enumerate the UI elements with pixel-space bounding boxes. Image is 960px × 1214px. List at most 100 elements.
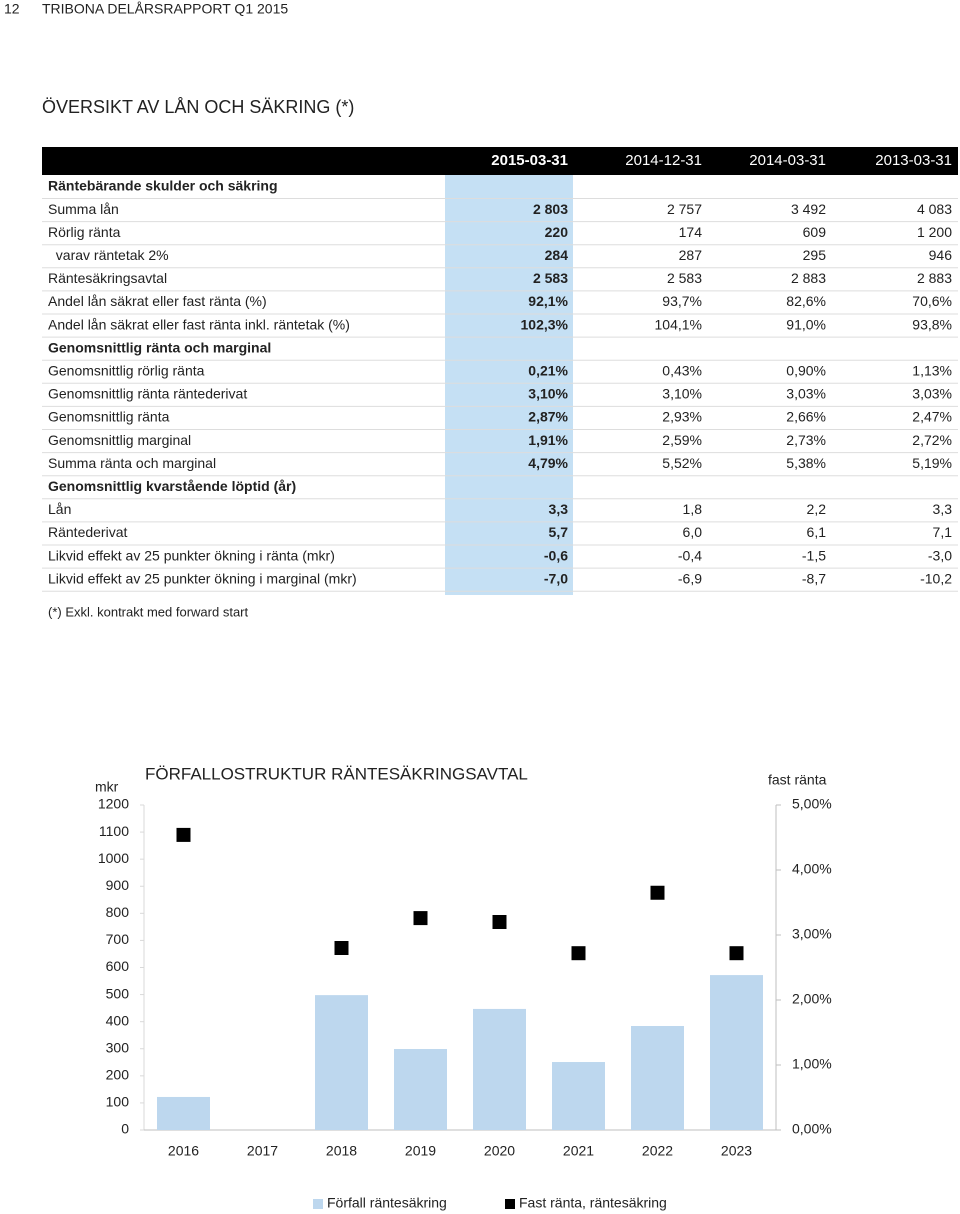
- row-label: Andel lån säkrat eller fast ränta (%): [48, 293, 267, 309]
- cell: 295: [803, 247, 827, 263]
- row-label: Likvid effekt av 25 punkter ökning i mar…: [48, 570, 357, 586]
- cell: 91,0%: [786, 316, 826, 332]
- x-tick-label: 2016: [168, 1143, 199, 1159]
- x-tick-label: 2022: [642, 1143, 673, 1159]
- cell: 7,1: [933, 524, 953, 540]
- y-tick-label: 800: [106, 904, 130, 920]
- cell: 2 883: [791, 270, 826, 286]
- cell: 0,90%: [786, 363, 826, 379]
- cell: -8,7: [802, 570, 826, 586]
- cell: 5,38%: [786, 455, 826, 471]
- cell: 1 200: [917, 224, 952, 240]
- cell: 2,59%: [662, 432, 702, 448]
- row-label: Rörlig ränta: [48, 224, 121, 240]
- y2-tick-label: 1,00%: [792, 1056, 832, 1072]
- cell: -0,4: [678, 547, 702, 563]
- bar: [473, 1008, 526, 1130]
- y-tick-label: 100: [106, 1094, 130, 1110]
- marker: [571, 946, 586, 961]
- cell: 0,21%: [528, 363, 568, 379]
- y-tick-label: 500: [106, 985, 130, 1001]
- cell: 5,7: [549, 524, 569, 540]
- row-label: Lån: [48, 501, 71, 517]
- row-label: Genomsnittlig ränta: [48, 409, 170, 425]
- row-label: varav räntetak 2%: [48, 247, 169, 263]
- row-label: Genomsnittlig rörlig ränta: [48, 363, 205, 379]
- column-header: 2015-03-31: [491, 152, 568, 169]
- row-label: Summa ränta och marginal: [48, 455, 216, 471]
- cell: 92,1%: [528, 293, 568, 309]
- running-title: TRIBONA DELÅRSRAPPORT Q1 2015: [42, 1, 288, 17]
- y-tick-label: 700: [106, 931, 130, 947]
- cell: 2,66%: [786, 409, 826, 425]
- cell: 3 492: [791, 201, 826, 217]
- cell: 3,03%: [786, 386, 826, 402]
- bar: [157, 1096, 210, 1130]
- table-header-bar: [42, 147, 958, 175]
- y-tick-label: 1100: [99, 823, 129, 839]
- cell: 2 583: [533, 270, 568, 286]
- cell: 4 083: [917, 201, 952, 217]
- bar: [631, 1026, 684, 1130]
- cell: 4,79%: [528, 455, 568, 471]
- cell: 2,72%: [912, 432, 952, 448]
- x-tick-label: 2018: [326, 1143, 357, 1159]
- cell: 284: [545, 247, 569, 263]
- y-tick-label: 1000: [98, 850, 129, 866]
- column-header: 2013-03-31: [875, 152, 952, 169]
- cell: 3,3: [933, 501, 953, 517]
- section-heading: Genomsnittlig ränta och marginal: [48, 339, 271, 355]
- y-tick-label: 300: [106, 1039, 130, 1055]
- footnote: (*) Exkl. kontrakt med forward start: [48, 604, 248, 619]
- cell: 2,73%: [786, 432, 826, 448]
- cell: 2,87%: [528, 409, 568, 425]
- bar: [315, 995, 368, 1130]
- row-label: Genomsnittlig ränta räntederivat: [48, 386, 247, 402]
- cell: 5,19%: [912, 455, 952, 471]
- row-label: Summa lån: [48, 201, 119, 217]
- cell: 1,91%: [528, 432, 568, 448]
- y2-tick-label: 3,00%: [792, 926, 832, 942]
- y2-tick-label: 5,00%: [792, 796, 832, 812]
- cell: 220: [545, 224, 569, 240]
- y2-tick-label: 2,00%: [792, 991, 832, 1007]
- cell: 946: [929, 247, 953, 263]
- x-tick-label: 2020: [484, 1143, 515, 1159]
- section-heading: Genomsnittlig kvarstående löptid (år): [48, 478, 296, 494]
- x-tick-label: 2017: [247, 1143, 278, 1159]
- cell: -3,0: [928, 547, 952, 563]
- cell: 70,6%: [912, 293, 952, 309]
- y-tick-label: 1200: [98, 796, 129, 812]
- cell: 6,1: [807, 524, 827, 540]
- row-label: Räntesäkringsavtal: [48, 270, 167, 286]
- y-tick-label: 400: [106, 1012, 130, 1028]
- cell: 102,3%: [521, 316, 569, 332]
- legend-label: Förfall räntesäkring: [327, 1195, 447, 1211]
- cell: -1,5: [802, 547, 826, 563]
- cell: 93,8%: [912, 316, 952, 332]
- row-label: Genomsnittlig marginal: [48, 432, 191, 448]
- bar: [394, 1049, 447, 1130]
- cell: 1,13%: [912, 363, 952, 379]
- cell: 3,10%: [528, 386, 568, 402]
- marker: [334, 941, 349, 955]
- x-tick-label: 2021: [563, 1143, 594, 1159]
- marker: [650, 885, 665, 900]
- column-header: 2014-03-31: [749, 152, 826, 169]
- cell: 82,6%: [786, 293, 826, 309]
- cell: 2,47%: [912, 409, 952, 425]
- cell: 6,0: [683, 524, 703, 540]
- bar: [710, 975, 763, 1130]
- marker: [413, 911, 428, 926]
- cell: 3,03%: [912, 386, 952, 402]
- cell: 2 803: [533, 201, 568, 217]
- y-tick-label: 0: [121, 1121, 129, 1137]
- section-title: ÖVERSIKT AV LÅN OCH SÄKRING (*): [42, 97, 354, 117]
- row-label: Likvid effekt av 25 punkter ökning i rän…: [48, 547, 335, 563]
- y2-axis-label: fast ränta: [768, 772, 827, 788]
- row-label: Andel lån säkrat eller fast ränta inkl. …: [48, 316, 350, 332]
- legend-swatch: [313, 1199, 323, 1209]
- y-tick-label: 900: [106, 877, 130, 893]
- legend-label: Fast ränta, räntesäkring: [519, 1195, 667, 1211]
